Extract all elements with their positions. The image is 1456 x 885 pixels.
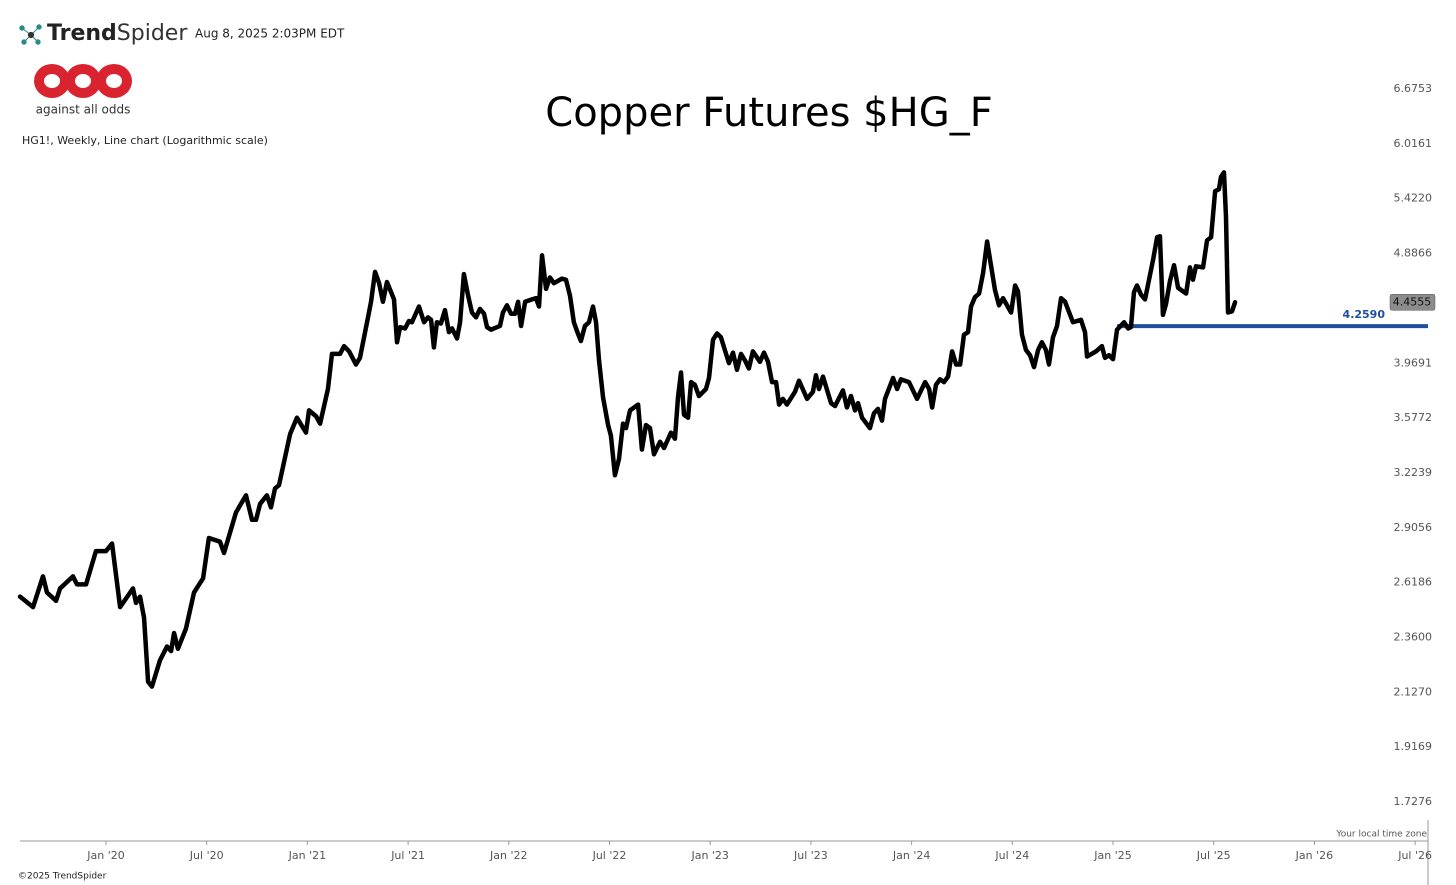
x-tick-label: Jan '21 (288, 849, 326, 862)
y-tick-label: 1.7276 (1394, 795, 1433, 808)
timezone-note: Your local time zone (1335, 830, 1427, 840)
level-label: 4.2590 (1343, 308, 1386, 321)
x-tick-label: Jan '26 (1295, 849, 1333, 862)
aao-logo (34, 64, 132, 98)
x-tick-label: Jan '23 (690, 849, 728, 862)
x-tick-label: Jul '22 (592, 849, 627, 862)
x-tick-label: Jul '20 (189, 849, 224, 862)
x-tick-label: Jul '25 (1196, 849, 1231, 862)
y-tick-label: 6.0161 (1394, 137, 1433, 150)
y-tick-label: 1.9169 (1394, 740, 1433, 753)
timestamp: Aug 8, 2025 2:03PM EDT (195, 27, 345, 41)
y-tick-label: 2.6186 (1394, 576, 1433, 589)
brand-icon (19, 24, 42, 45)
last-price-label: 4.4555 (1393, 295, 1432, 308)
x-tick-label: Jan '25 (1093, 849, 1131, 862)
chart-subtitle: HG1!, Weekly, Line chart (Logarithmic sc… (22, 134, 268, 147)
y-tick-label: 3.2239 (1394, 466, 1433, 479)
brand-light: Spider (117, 21, 189, 46)
y-tick-label: 2.9056 (1394, 521, 1433, 534)
x-tick-label: Jan '20 (86, 849, 124, 862)
y-tick-label: 6.6753 (1394, 82, 1433, 95)
chart-title: Copper Futures $HG_F (545, 90, 992, 136)
y-tick-label: 3.5772 (1394, 411, 1433, 424)
x-tick-label: Jan '22 (489, 849, 527, 862)
last-price-box (1389, 294, 1436, 311)
price-line (17, 170, 1238, 689)
copyright: ©2025 TrendSpider (18, 872, 107, 882)
brand-bold: Trend (47, 21, 117, 46)
logo-text: against all odds (36, 103, 131, 117)
x-tick-label: Jul '21 (390, 849, 425, 862)
y-tick-label: 2.1270 (1394, 685, 1433, 698)
brand: TrendSpider (47, 21, 188, 46)
x-tick-label: Jan '24 (892, 849, 930, 862)
y-tick-label: 2.3600 (1394, 630, 1433, 643)
x-tick-label: Jul '23 (793, 849, 828, 862)
y-tick-label: 5.4220 (1394, 192, 1433, 205)
x-tick-label: Jul '26 (1397, 849, 1432, 862)
y-tick-label: 4.8866 (1394, 247, 1433, 260)
x-tick-label: Jul '24 (994, 849, 1029, 862)
y-tick-label: 3.9691 (1394, 356, 1433, 369)
